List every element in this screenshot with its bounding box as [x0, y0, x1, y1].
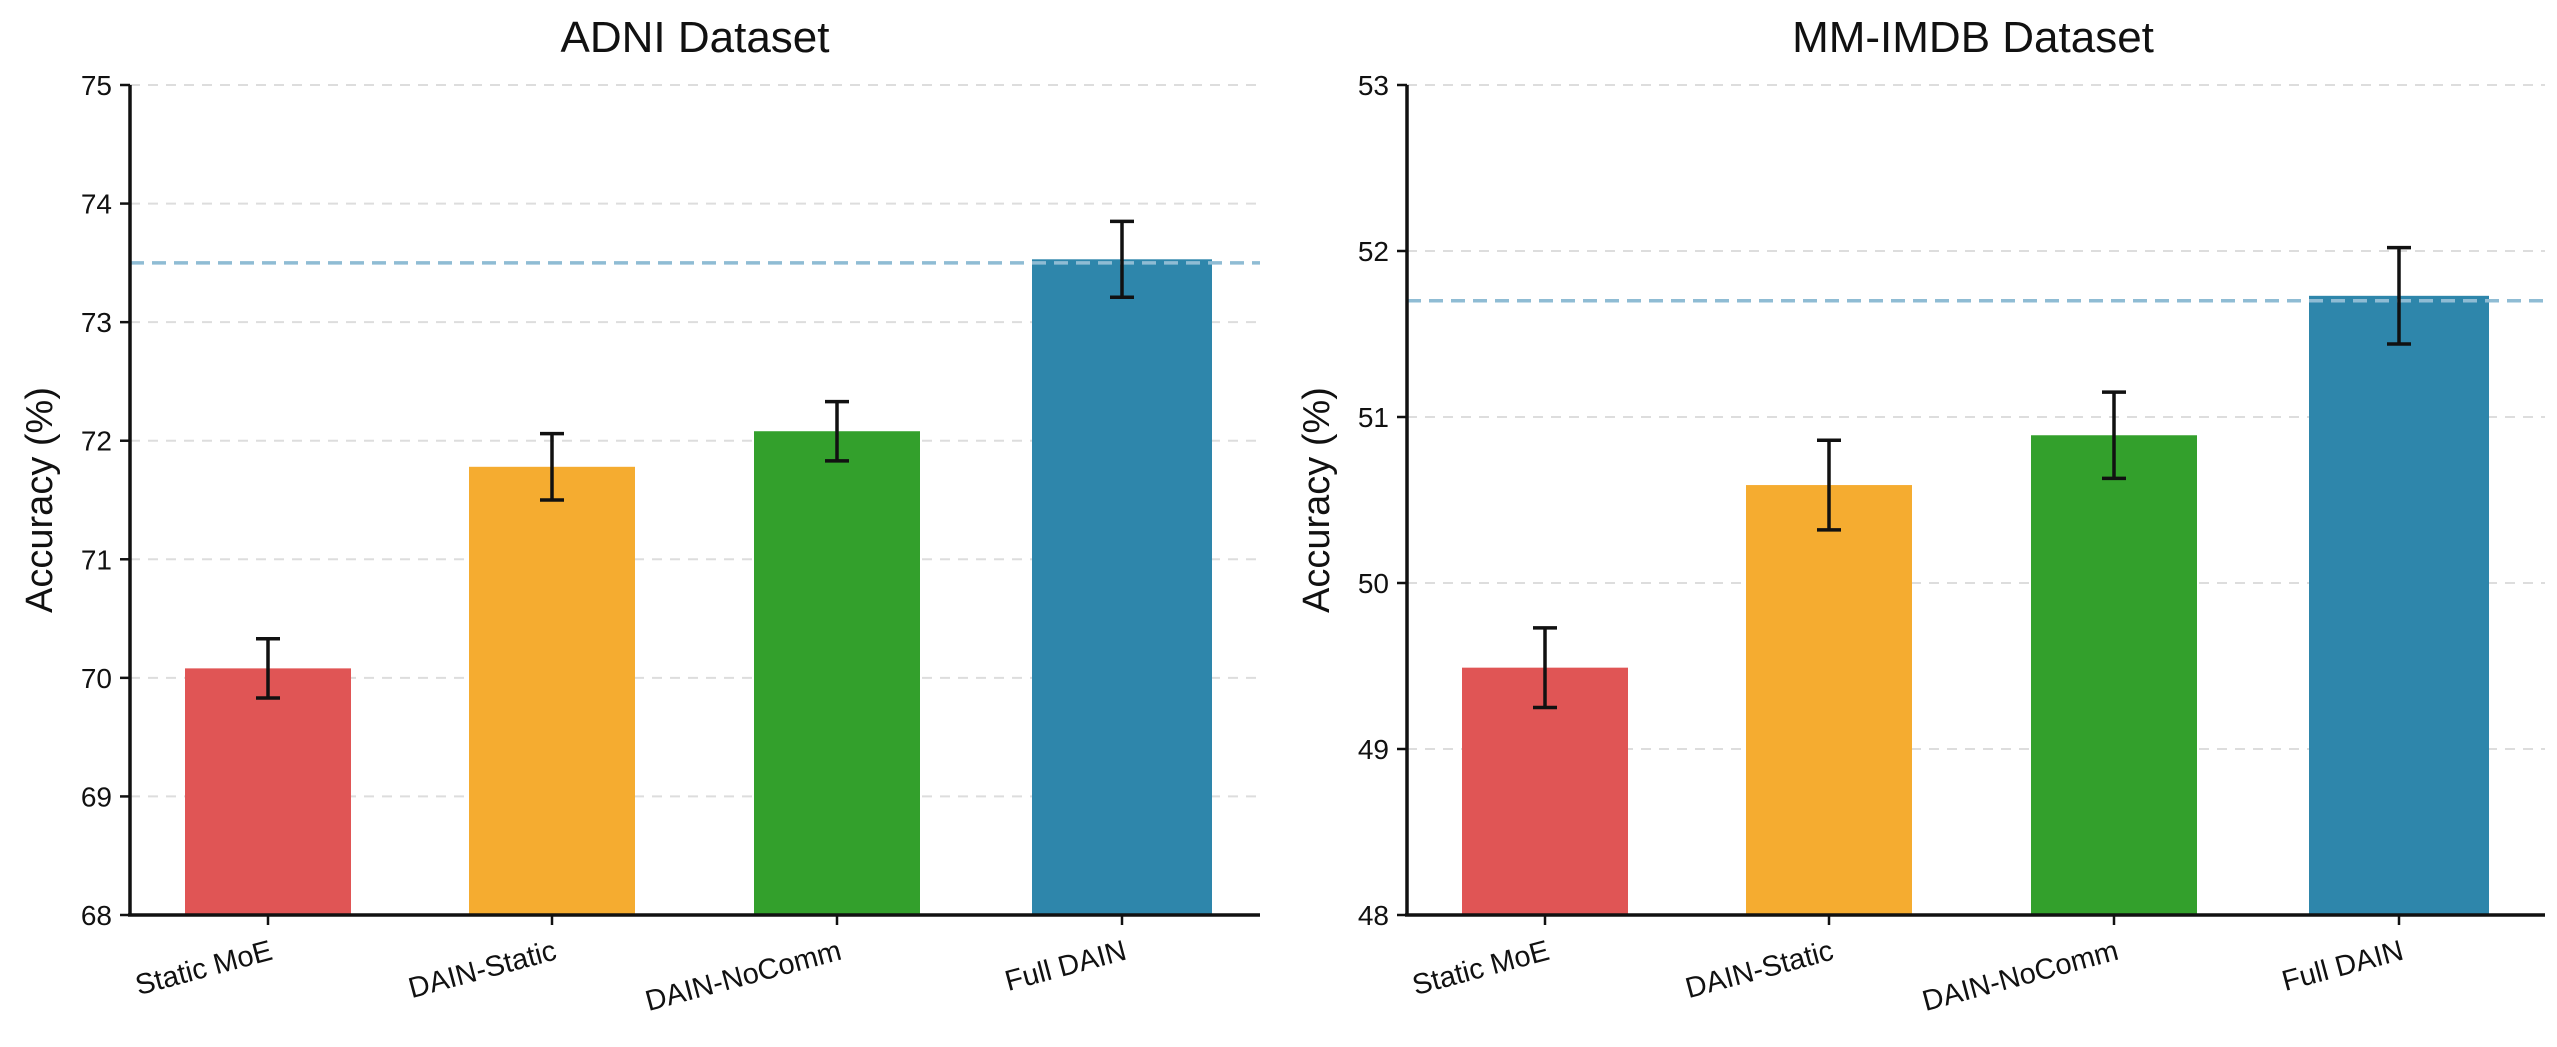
bar [1032, 259, 1212, 915]
y-tick-label: 49 [1358, 734, 1389, 765]
y-tick-label: 69 [81, 781, 112, 812]
error-bar [1533, 626, 1557, 710]
y-tick-label: 71 [81, 544, 112, 575]
error-bar [2102, 390, 2126, 481]
x-tick-label: Full DAIN [1002, 935, 1130, 998]
y-tick-label: 74 [81, 189, 112, 220]
y-tick-label: 72 [81, 426, 112, 457]
y-tick-label: 51 [1358, 402, 1389, 433]
error-bar [825, 399, 849, 463]
error-bar [256, 636, 280, 700]
x-tick-label: Static MoE [1409, 935, 1553, 1002]
x-tick-label: DAIN-NoComm [1919, 935, 2122, 1018]
bar [469, 466, 635, 915]
y-tick-label: 48 [1358, 900, 1389, 931]
x-tick-label: Full DAIN [2279, 935, 2407, 998]
mm-imdb-panel: 48 49 50 51 52 53 Static MoE DAIN-Static DAIN-No… [1296, 13, 2545, 1018]
y-tick-label: 73 [81, 307, 112, 338]
chart-title: MM-IMDB Dataset [1792, 13, 2154, 62]
error-bar [2387, 245, 2411, 346]
error-bar [1817, 438, 1841, 532]
chart-title: ADNI Dataset [561, 13, 830, 62]
y-tick-label: 50 [1358, 568, 1389, 599]
y-tick-label: 68 [81, 900, 112, 931]
y-tick-label: 53 [1358, 70, 1389, 101]
x-tick-label: DAIN-Static [1682, 935, 1837, 1005]
bar [1746, 485, 1912, 915]
bar [754, 431, 920, 915]
error-bar [540, 431, 564, 502]
y-tick-label: 70 [81, 663, 112, 694]
bar [185, 668, 351, 915]
bar [2309, 295, 2489, 915]
adni-panel: 68 69 70 71 72 73 74 75 Static MoE DAIN-Static DAI… [19, 13, 1260, 1018]
y-tick-label: 52 [1358, 236, 1389, 267]
x-tick-label: DAIN-NoComm [642, 935, 845, 1018]
y-axis-label: Accuracy (%) [1296, 387, 1338, 613]
x-tick-label: DAIN-Static [405, 935, 560, 1005]
error-bar [1110, 219, 1134, 299]
bar [2031, 435, 2197, 915]
x-tick-label: Static MoE [132, 935, 276, 1002]
y-axis-label: Accuracy (%) [19, 387, 61, 613]
y-tick-label: 75 [81, 70, 112, 101]
